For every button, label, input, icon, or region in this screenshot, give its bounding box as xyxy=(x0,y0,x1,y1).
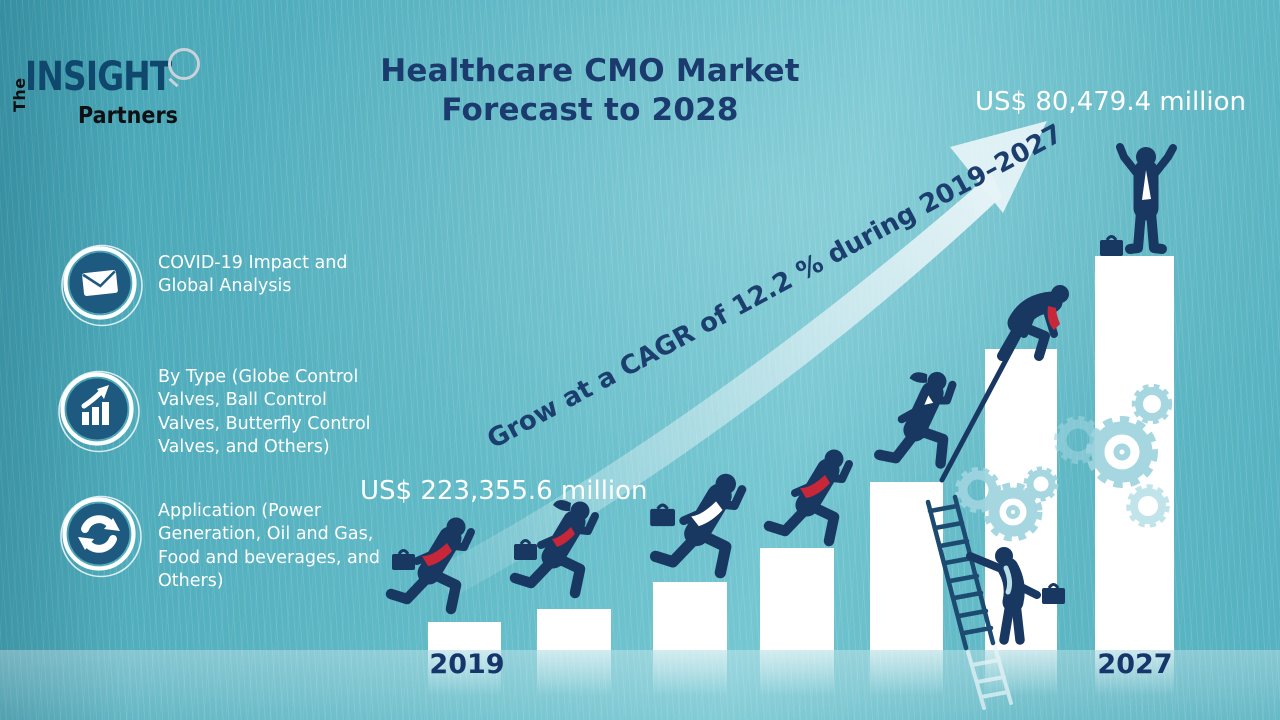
feature-covid-analysis: COVID-19 Impact and Global Analysis xyxy=(158,253,348,297)
bar-reflection xyxy=(537,650,611,696)
logo-the-insight-partners: The INSIGHT Partners xyxy=(8,48,218,140)
growth-chart-icon xyxy=(58,370,140,453)
start-value-label: US$ 223,355.6 million xyxy=(360,476,648,506)
bar-reflection xyxy=(760,650,834,696)
bar-reflection xyxy=(653,650,727,696)
envelope-icon xyxy=(61,244,143,327)
logo-word-insight: INSIGHT xyxy=(25,54,172,100)
bar-reflection xyxy=(1095,650,1174,696)
briefcase-icon xyxy=(648,503,677,528)
feature-application: Application (Power Generation, Oil and G… xyxy=(158,501,380,592)
white-tie xyxy=(1142,170,1151,200)
year-label-end: 2027 xyxy=(1097,649,1173,680)
bar-2027 xyxy=(1095,256,1174,650)
white-tie xyxy=(691,501,723,527)
skirt xyxy=(543,546,571,568)
gear-icon xyxy=(1131,383,1173,425)
gears-decoration xyxy=(955,383,1173,542)
briefcase-icon xyxy=(390,549,417,572)
ponytail xyxy=(909,372,928,383)
bar-year-3 xyxy=(760,548,834,650)
feature-by-type: By Type (Globe Control Valves, Ball Cont… xyxy=(158,367,371,458)
climbing-businessman xyxy=(1002,285,1069,356)
growth-arrow xyxy=(432,121,1047,598)
arrowhead xyxy=(950,121,1047,213)
logo-word-partners: Partners xyxy=(78,103,178,129)
skirt xyxy=(906,418,934,442)
gear-icon xyxy=(955,467,1001,513)
title-line-1: Healthcare CMO Market xyxy=(380,53,800,89)
businesswoman-runner-1 xyxy=(514,500,595,593)
red-tie xyxy=(800,475,830,498)
page-title: Healthcare CMO Market Forecast to 2028 xyxy=(330,52,850,130)
businessman-runner-2 xyxy=(650,474,742,573)
gear-icon xyxy=(1086,416,1158,488)
bar-2019 xyxy=(428,622,501,650)
white-collar xyxy=(924,395,934,405)
bar-reflection xyxy=(428,650,501,696)
ladder-holding-businessman xyxy=(970,547,1067,640)
gear-icon xyxy=(1023,466,1059,502)
businessman-runner-3 xyxy=(769,450,849,542)
floor-reflection-band xyxy=(0,650,1280,720)
briefcase-icon xyxy=(1098,235,1125,258)
magnifier-icon xyxy=(168,48,200,80)
ladder-reflection xyxy=(966,645,1013,710)
celebrating-businessman xyxy=(1098,147,1173,258)
businessman-runner-1 xyxy=(391,518,471,610)
ponytail xyxy=(553,499,571,512)
gear-icon xyxy=(1126,484,1170,528)
sync-arrows-icon xyxy=(60,495,142,578)
bar-reflection xyxy=(870,650,943,696)
bar-year-2 xyxy=(653,582,727,650)
bar-year-1 xyxy=(537,609,611,650)
businesswoman-runner-2 xyxy=(871,369,960,470)
red-tie xyxy=(552,527,575,547)
year-label-start: 2019 xyxy=(429,649,505,680)
red-tie xyxy=(422,543,452,566)
ladder xyxy=(925,494,996,651)
end-value-label: US$ 80,479.4 million xyxy=(975,87,1246,117)
red-tie xyxy=(1047,306,1060,330)
briefcase-icon xyxy=(1040,583,1067,606)
title-line-2: Forecast to 2028 xyxy=(441,92,739,129)
gear-icon xyxy=(983,482,1043,542)
